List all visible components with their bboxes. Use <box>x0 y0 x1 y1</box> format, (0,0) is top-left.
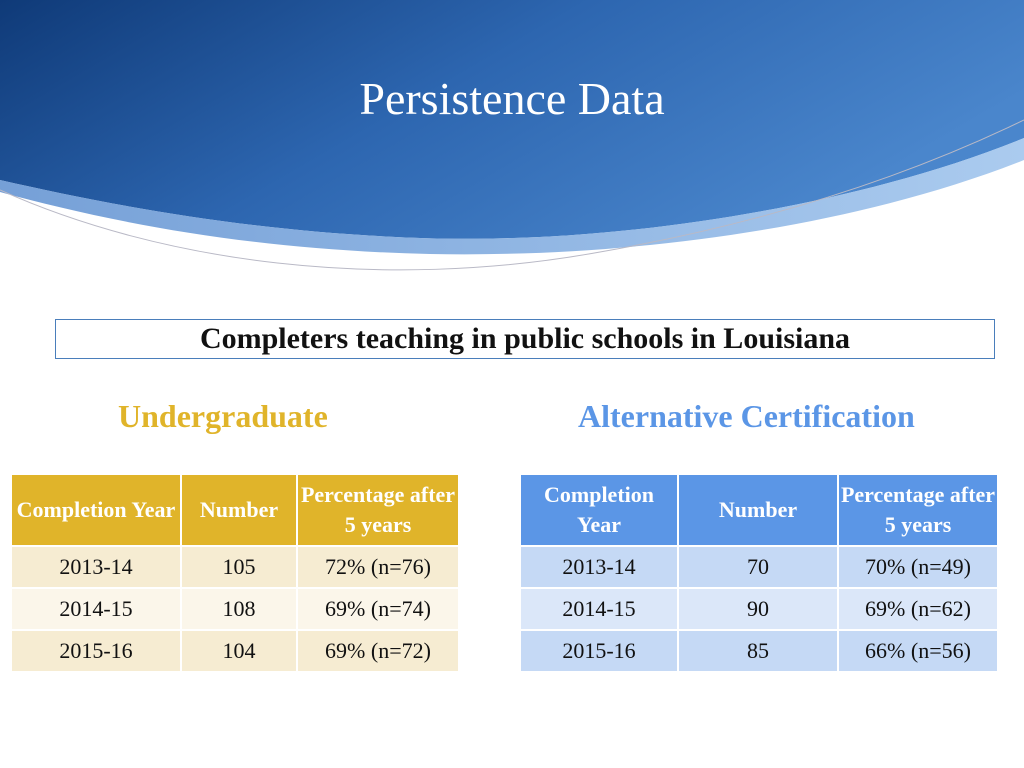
column-header-percentage: Percentage after 5 years <box>296 473 460 547</box>
column-header-completion-year: Completion Year <box>10 473 182 547</box>
cell-percentage: 70% (n=49) <box>837 545 999 589</box>
alternative-certification-table: Completion Year Number Percentage after … <box>519 473 999 673</box>
cell-number: 108 <box>180 587 298 631</box>
column-header-percentage: Percentage after 5 years <box>837 473 999 547</box>
column-header-number: Number <box>180 473 298 547</box>
cell-completion-year: 2013-14 <box>519 545 679 589</box>
undergraduate-heading: Undergraduate <box>118 398 328 434</box>
alternative-certification-heading: Alternative Certification <box>578 398 915 434</box>
column-header-number: Number <box>677 473 839 547</box>
cell-completion-year: 2014-15 <box>519 587 679 631</box>
table-row: 2014-15 90 69% (n=62) <box>519 587 999 631</box>
header-banner <box>0 0 1024 300</box>
table-row: 2013-14 105 72% (n=76) <box>10 545 460 589</box>
cell-percentage: 69% (n=72) <box>296 629 460 673</box>
cell-percentage: 72% (n=76) <box>296 545 460 589</box>
column-header-completion-year: Completion Year <box>519 473 679 547</box>
cell-percentage: 69% (n=74) <box>296 587 460 631</box>
cell-number: 85 <box>677 629 839 673</box>
cell-completion-year: 2015-16 <box>10 629 182 673</box>
table-row: 2015-16 104 69% (n=72) <box>10 629 460 673</box>
table-row: 2013-14 70 70% (n=49) <box>519 545 999 589</box>
table-row: 2015-16 85 66% (n=56) <box>519 629 999 673</box>
header-swoosh-graphic <box>0 0 1024 271</box>
cell-percentage: 69% (n=62) <box>837 587 999 631</box>
cell-completion-year: 2015-16 <box>519 629 679 673</box>
cell-number: 90 <box>677 587 839 631</box>
cell-percentage: 66% (n=56) <box>837 629 999 673</box>
cell-number: 70 <box>677 545 839 589</box>
table-header-row: Completion Year Number Percentage after … <box>10 473 460 547</box>
table-header-row: Completion Year Number Percentage after … <box>519 473 999 547</box>
subtitle-box: Completers teaching in public schools in… <box>55 319 995 359</box>
cell-number: 104 <box>180 629 298 673</box>
cell-completion-year: 2014-15 <box>10 587 182 631</box>
slide-title: Persistence Data <box>359 73 665 124</box>
cell-completion-year: 2013-14 <box>10 545 182 589</box>
cell-number: 105 <box>180 545 298 589</box>
table-row: 2014-15 108 69% (n=74) <box>10 587 460 631</box>
undergraduate-table: Completion Year Number Percentage after … <box>10 473 460 673</box>
